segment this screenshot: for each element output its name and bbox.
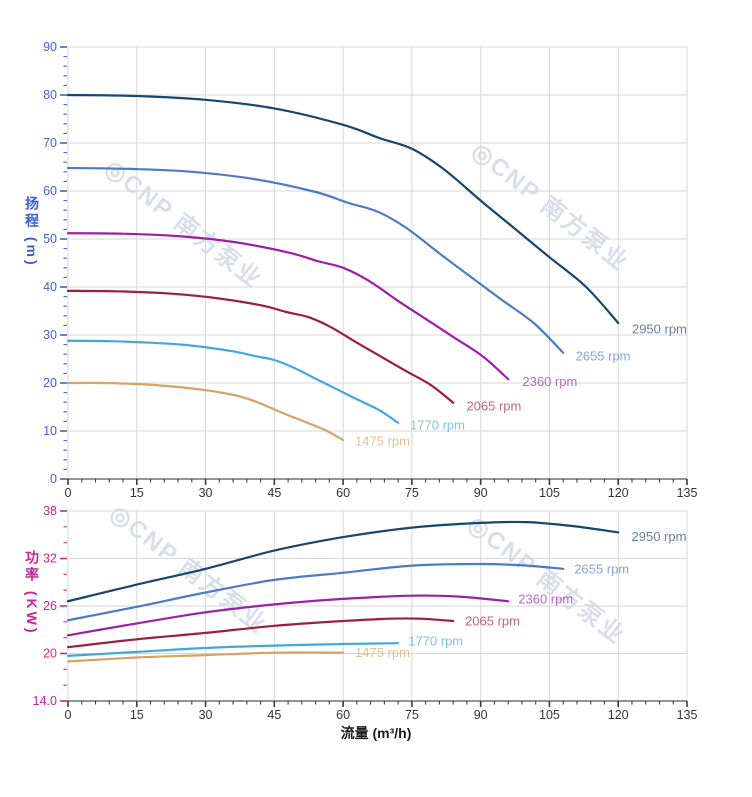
x-tick-label: 90 (474, 708, 488, 722)
y-tick-label: 32 (43, 552, 57, 566)
curve-2655-rpm (66, 166, 565, 354)
x-tick-label: 75 (405, 708, 419, 722)
x-tick-label: 30 (199, 708, 213, 722)
y-tick-label: 60 (43, 184, 57, 198)
x-tick-label: 135 (677, 708, 698, 722)
curve-2655-rpm (66, 562, 565, 622)
x-tick-label: 90 (474, 486, 488, 500)
y-tick-label: 30 (43, 328, 57, 342)
x-tick-label: 105 (539, 708, 560, 722)
flow-axis-title: 流量 (m³/h) (340, 725, 412, 741)
x-tick-label: 15 (130, 708, 144, 722)
curve-2360-rpm (66, 594, 510, 637)
curve-label: 2360 rpm (518, 591, 573, 606)
y-tick-label: 70 (43, 136, 57, 150)
x-tick-label: 60 (336, 708, 350, 722)
curve-label: 2950 rpm (632, 321, 687, 336)
y-tick-label: 50 (43, 232, 57, 246)
x-tick-label: 45 (267, 708, 281, 722)
curve-2950-rpm (66, 520, 620, 603)
curve-2065-rpm (66, 289, 455, 404)
x-tick-label: 75 (405, 486, 419, 500)
curve-2950-rpm (66, 93, 620, 325)
curve-label: 2065 rpm (465, 614, 520, 629)
x-tick-label: 105 (539, 486, 560, 500)
curve-label: 2655 rpm (574, 561, 629, 576)
curve-1770-rpm (66, 339, 400, 424)
curve-label: 2950 rpm (632, 529, 687, 544)
power-axis-title: 功率 (KW) (24, 550, 40, 636)
curve-label: 2655 rpm (576, 349, 631, 364)
curve-2065-rpm (66, 617, 455, 649)
x-tick-label: 15 (130, 486, 144, 500)
y-tick-label: 20 (43, 376, 57, 390)
x-tick-label: 30 (199, 486, 213, 500)
y-tick-label: 10 (43, 424, 57, 438)
curve-label: 1475 rpm (355, 434, 410, 449)
y-tick-label: 26 (43, 599, 57, 613)
x-tick-label: 120 (608, 486, 629, 500)
curve-2360-rpm (66, 232, 510, 381)
y-tick-label: 38 (43, 504, 57, 518)
curve-label: 1770 rpm (408, 633, 463, 648)
head-axis-title: 扬程 (m) (24, 196, 40, 268)
x-tick-label: 120 (608, 708, 629, 722)
x-tick-label: 135 (677, 486, 698, 500)
y-tick-label: 14.0 (33, 694, 57, 708)
x-tick-label: 45 (267, 486, 281, 500)
curve-1475-rpm (66, 651, 345, 663)
curve-label: 1475 rpm (355, 645, 410, 660)
y-tick-label: 40 (43, 280, 57, 294)
y-tick-label: 20 (43, 647, 57, 661)
y-tick-label: 0 (50, 472, 57, 486)
curve-label: 1770 rpm (410, 417, 465, 432)
curve-1770-rpm (66, 642, 400, 657)
x-tick-label: 60 (336, 486, 350, 500)
y-tick-label: 90 (43, 40, 57, 54)
y-tick-label: 80 (43, 88, 57, 102)
curve-label: 2065 rpm (466, 399, 521, 414)
curve-label: 2360 rpm (522, 374, 577, 389)
x-tick-label: 0 (65, 486, 72, 500)
curve-1475-rpm (66, 381, 345, 442)
x-tick-label: 0 (65, 708, 72, 722)
